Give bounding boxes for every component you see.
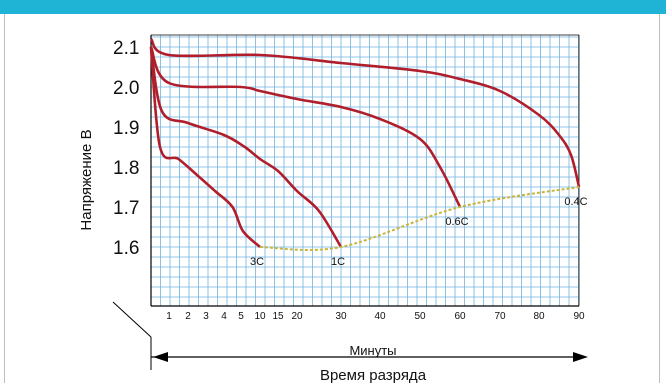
x-tick-labels: 1 2 3 4 5 10 15 20 30 40 50 60 70 80 90	[166, 311, 585, 322]
discharge-chart: 2.1 2.0 1.9 1.8 1.7 1.6 1 2 3 4 5 10 15 20 30 40 50 60 70…	[78, 34, 588, 383]
x-tick-label: 80	[533, 311, 545, 322]
series-lines	[149, 38, 581, 248]
x-tick-label: 15	[272, 311, 284, 322]
series-line	[149, 46, 343, 248]
series-labels: 3C 1C 0.6C 0.4C	[250, 196, 588, 268]
series-line	[149, 46, 261, 248]
x-tick-label: 5	[238, 311, 244, 322]
y-tick-label: 1.9	[113, 118, 139, 139]
diagonal-tick-line	[112, 301, 152, 338]
y-tick-label: 1.7	[113, 198, 139, 219]
y-tick-label: 1.6	[113, 238, 139, 259]
x-tick-label: 3	[203, 311, 209, 322]
x-tick-label: 2	[185, 311, 191, 322]
time-axis-arrowhead-left	[153, 352, 168, 362]
header-bar	[0, 0, 666, 14]
x-tick-label: 60	[454, 311, 466, 322]
x-axis-secondary-label: Время разряда	[320, 367, 427, 383]
series-line	[149, 38, 581, 188]
x-tick-label: 40	[374, 311, 386, 322]
x-tick-label: 10	[254, 311, 266, 322]
x-tick-label: 90	[573, 311, 585, 322]
x-tick-label: 4	[221, 311, 227, 322]
series-label: 0.4C	[564, 196, 587, 208]
chart-grid	[151, 35, 579, 306]
series-label: 1C	[331, 256, 345, 268]
series-label: 0.6C	[445, 216, 468, 228]
y-tick-labels: 2.1 2.0 1.9 1.8 1.7 1.6	[113, 38, 139, 259]
series-line	[149, 46, 462, 208]
series-label: 3C	[250, 256, 264, 268]
y-tick-label: 1.8	[113, 158, 139, 179]
time-axis-arrowhead-right	[573, 352, 588, 362]
endpoint-line	[259, 186, 580, 251]
chart-axes	[112, 34, 588, 370]
x-axis-label: Минуты	[349, 343, 396, 358]
x-tick-label: 70	[494, 311, 506, 322]
x-tick-label: 30	[335, 311, 347, 322]
y-tick-label: 2.1	[113, 38, 139, 59]
y-axis-label: Напряжение В	[78, 129, 95, 230]
x-tick-label: 1	[166, 311, 172, 322]
y-tick-label: 2.0	[113, 78, 139, 99]
chart-frame: 2.1 2.0 1.9 1.8 1.7 1.6 1 2 3 4 5 10 15 20 30 40 50 60 70…	[4, 14, 660, 383]
endpoint-dashed-line	[259, 186, 580, 251]
x-tick-label: 20	[291, 311, 303, 322]
x-tick-label: 50	[414, 311, 426, 322]
